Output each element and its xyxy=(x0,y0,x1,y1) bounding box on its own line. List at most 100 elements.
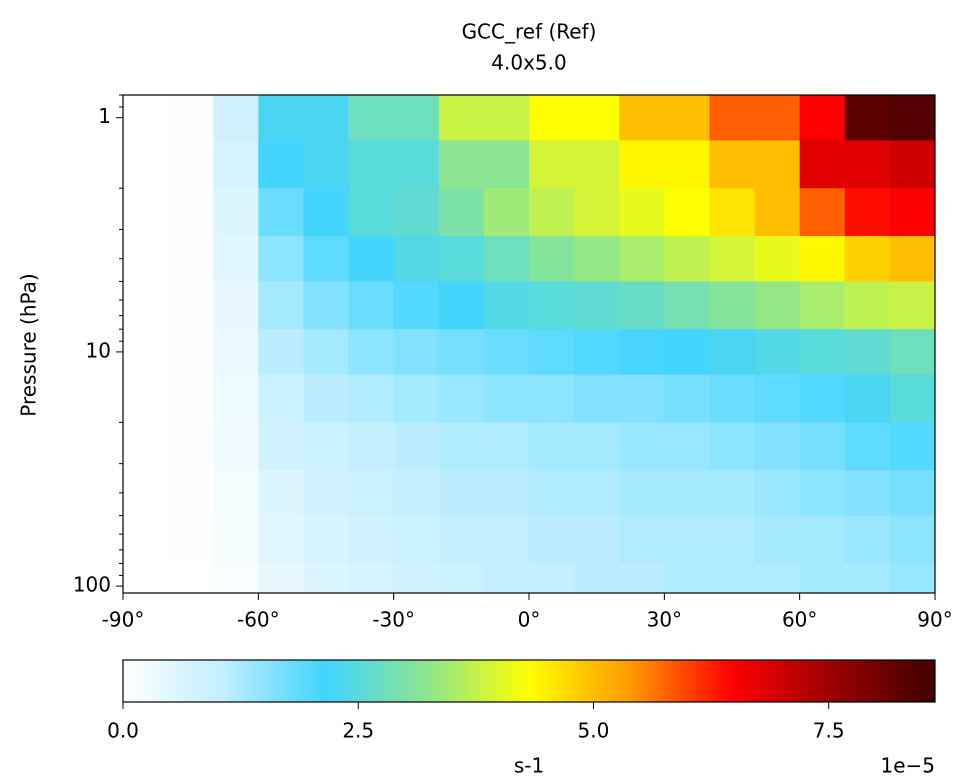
x-tick-label: 60° xyxy=(782,608,817,632)
heat-cell xyxy=(709,470,756,517)
heat-cell xyxy=(889,140,936,189)
heat-cell xyxy=(303,470,350,517)
colorbar-offset: 1e−5 xyxy=(880,754,935,778)
x-tick-label: 30° xyxy=(647,608,682,632)
heat-cell xyxy=(258,422,304,471)
heat-cell xyxy=(438,422,485,471)
heat-cell xyxy=(664,563,710,594)
heat-cell xyxy=(709,140,756,189)
heat-cell xyxy=(348,422,395,471)
heat-cell xyxy=(574,95,620,141)
heat-cell xyxy=(799,95,846,141)
heat-cell xyxy=(348,374,395,423)
heat-cell xyxy=(393,422,440,471)
colorbar xyxy=(122,659,936,703)
heat-cell xyxy=(393,188,440,237)
heat-cell xyxy=(799,188,846,237)
heat-cell xyxy=(664,188,710,237)
heat-cell xyxy=(619,140,665,189)
heat-cell xyxy=(213,236,259,282)
heat-cell xyxy=(123,515,169,564)
heat-cell xyxy=(709,281,756,330)
heat-cell xyxy=(258,374,304,423)
heat-cell xyxy=(393,329,440,376)
heat-cell xyxy=(258,188,304,237)
heat-cell xyxy=(709,95,756,141)
heat-cell xyxy=(168,188,214,237)
heat-cell xyxy=(348,140,395,189)
heat-cell xyxy=(754,95,801,141)
heat-cell xyxy=(529,515,575,564)
heat-cell xyxy=(529,422,575,471)
heat-cell xyxy=(664,95,710,141)
heat-cell xyxy=(123,329,169,376)
y-tick-label: 1 xyxy=(98,104,111,128)
heat-cell xyxy=(529,95,575,141)
heat-cell xyxy=(393,140,440,189)
heat-cell xyxy=(799,374,846,423)
heat-cell xyxy=(303,140,350,189)
heat-cell xyxy=(619,329,665,376)
heat-cell xyxy=(393,515,440,564)
heat-cell xyxy=(213,470,259,517)
heat-cell xyxy=(168,281,214,330)
heat-cell xyxy=(799,140,846,189)
heat-cell xyxy=(483,329,530,376)
heat-cell xyxy=(619,188,665,237)
heat-cell xyxy=(213,281,259,330)
heat-cell xyxy=(889,95,936,141)
colorbar-tick-label: 0.0 xyxy=(107,719,139,743)
heat-cell xyxy=(348,515,395,564)
heat-cell xyxy=(213,374,259,423)
heat-cell xyxy=(213,140,259,189)
heat-cell xyxy=(619,374,665,423)
heat-cell xyxy=(574,422,620,471)
heat-cell xyxy=(438,563,485,594)
heat-cell xyxy=(303,374,350,423)
heat-cell xyxy=(393,374,440,423)
x-tick-label: 0° xyxy=(518,608,541,632)
heat-cell xyxy=(754,563,801,594)
heat-cell xyxy=(844,281,891,330)
heat-cell xyxy=(889,374,936,423)
heat-cell xyxy=(754,236,801,282)
heat-cell xyxy=(889,470,936,517)
colorbar-label: s-1 xyxy=(514,754,544,778)
heat-cell xyxy=(303,281,350,330)
heat-cell xyxy=(754,470,801,517)
heat-cell xyxy=(709,563,756,594)
heat-cell xyxy=(168,470,214,517)
heat-cell xyxy=(844,374,891,423)
heat-cell xyxy=(168,140,214,189)
heat-cell xyxy=(889,515,936,564)
y-tick-label: 100 xyxy=(73,573,111,597)
heat-cell xyxy=(483,563,530,594)
heat-cell xyxy=(393,281,440,330)
heat-cell xyxy=(483,281,530,330)
heat-cell xyxy=(574,470,620,517)
heat-cell xyxy=(754,140,801,189)
heat-cell xyxy=(574,281,620,330)
heat-cell xyxy=(303,95,350,141)
heat-cell xyxy=(258,95,304,141)
heat-cell xyxy=(438,374,485,423)
heat-cell xyxy=(213,563,259,594)
heat-cell xyxy=(754,374,801,423)
heat-cell xyxy=(889,563,936,594)
heat-cell xyxy=(123,563,169,594)
heat-cell xyxy=(664,329,710,376)
heat-cell xyxy=(213,95,259,141)
heat-cell xyxy=(483,374,530,423)
heat-cell xyxy=(483,188,530,237)
colorbar-tick-label: 7.5 xyxy=(813,719,845,743)
heat-cell xyxy=(529,374,575,423)
heat-cell xyxy=(438,281,485,330)
heat-cell xyxy=(168,329,214,376)
heat-cell xyxy=(709,329,756,376)
heat-cell xyxy=(889,281,936,330)
heat-cell xyxy=(754,422,801,471)
chart-subtitle: 4.0x5.0 xyxy=(491,51,566,75)
heat-cell xyxy=(529,329,575,376)
heat-cell xyxy=(754,329,801,376)
